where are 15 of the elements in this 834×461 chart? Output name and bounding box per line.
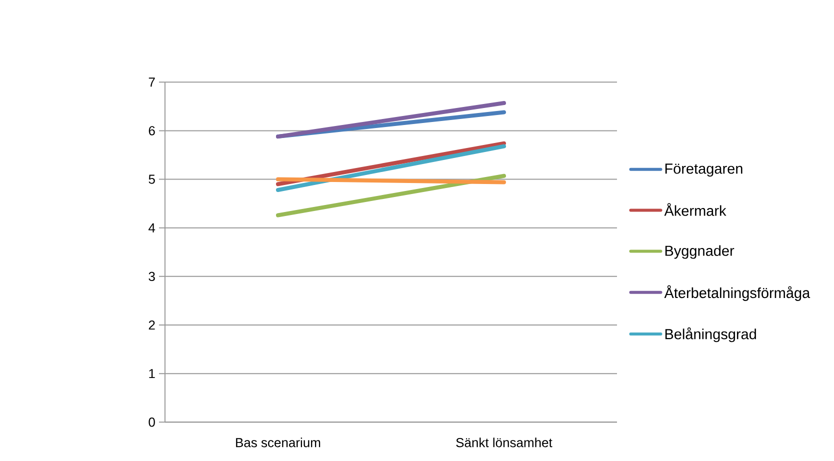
legend-label: Åkermark (664, 203, 726, 216)
y-tick-label: 7 (148, 78, 155, 87)
y-tick-label: 0 (148, 418, 155, 427)
x-tick-label: Bas scenarium (236, 438, 320, 448)
legend-label: Belåningsgrad (665, 327, 756, 342)
legend-label: Återbetalningsförmåga (664, 285, 810, 301)
x-tick-label: Sänkt lönsamhet (456, 438, 552, 448)
legend-label: Företagaren (665, 164, 742, 177)
y-tick-label: 4 (148, 223, 156, 232)
y-tick-label: 1 (149, 369, 155, 378)
legend-label: Byggnader (665, 245, 734, 259)
y-tick-label: 6 (148, 126, 155, 136)
y-tick-label: 2 (148, 320, 155, 330)
y-tick-label: 5 (148, 174, 155, 184)
y-tick-label: 3 (148, 272, 155, 282)
